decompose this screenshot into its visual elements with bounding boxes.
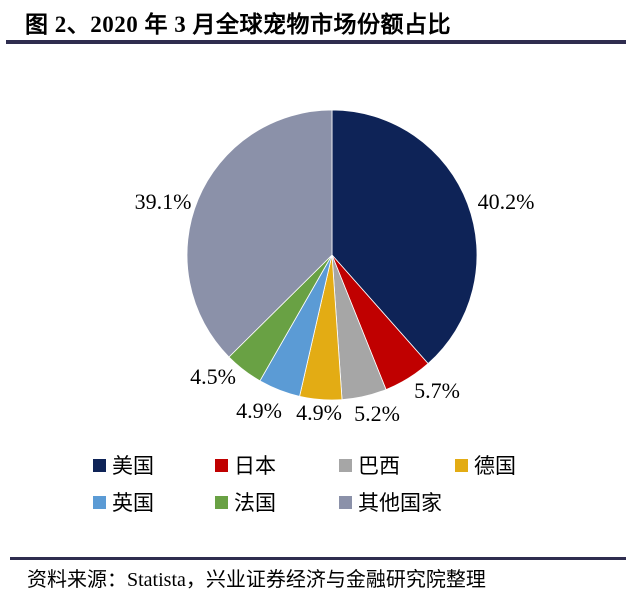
legend-swatch-germany: [455, 458, 468, 472]
legend-item-germany: 德国: [455, 452, 616, 478]
legend-item-japan: 日本: [215, 452, 339, 478]
legend-swatch-japan: [215, 458, 228, 472]
slice-label-japan: 5.7%: [414, 378, 460, 403]
slice-label-brazil: 5.2%: [354, 401, 400, 426]
legend-label-france: 法国: [234, 491, 276, 515]
slice-label-usa: 40.2%: [477, 189, 535, 214]
legend-item-others: 其他国家: [339, 489, 455, 515]
legend-swatch-others: [339, 495, 352, 509]
legend-swatch-uk: [93, 495, 106, 509]
legend-item-usa: 美国: [93, 452, 215, 478]
slice-label-germany: 4.9%: [296, 400, 342, 425]
legend-label-japan: 日本: [234, 454, 276, 478]
legend-label-uk: 英国: [112, 491, 154, 515]
legend-item-uk: 英国: [93, 489, 215, 515]
legend-swatch-usa: [93, 458, 106, 472]
legend-label-germany: 德国: [474, 454, 516, 478]
legend-swatch-france: [215, 495, 228, 509]
title-divider: [6, 40, 626, 44]
legend-item-brazil: 巴西: [339, 452, 455, 478]
figure-title: 图 2、2020 年 3 月全球宠物市场份额占比: [25, 12, 451, 37]
pie-slice-usa: [331, 109, 478, 365]
legend-label-usa: 美国: [112, 454, 154, 478]
slice-label-france: 4.5%: [190, 364, 236, 389]
slice-label-uk: 4.9%: [236, 398, 282, 423]
pie-slice-others: [186, 109, 333, 358]
legend-swatch-brazil: [339, 458, 352, 472]
chart-legend: 美国 日本 巴西 德国 英国 法国 其他国家: [93, 452, 616, 515]
source-divider: [10, 557, 626, 560]
legend-item-france: 法国: [215, 489, 339, 515]
pie-chart: 40.2% 5.7% 5.2% 4.9% 4.9% 4.5% 39.1%: [0, 45, 626, 450]
legend-label-brazil: 巴西: [358, 454, 400, 478]
source-note: 资料来源：Statista，兴业证券经济与金融研究院整理: [27, 569, 486, 591]
slice-label-others: 39.1%: [134, 189, 192, 214]
pie-chart-canvas: [186, 109, 478, 401]
legend-label-others: 其他国家: [358, 491, 442, 515]
